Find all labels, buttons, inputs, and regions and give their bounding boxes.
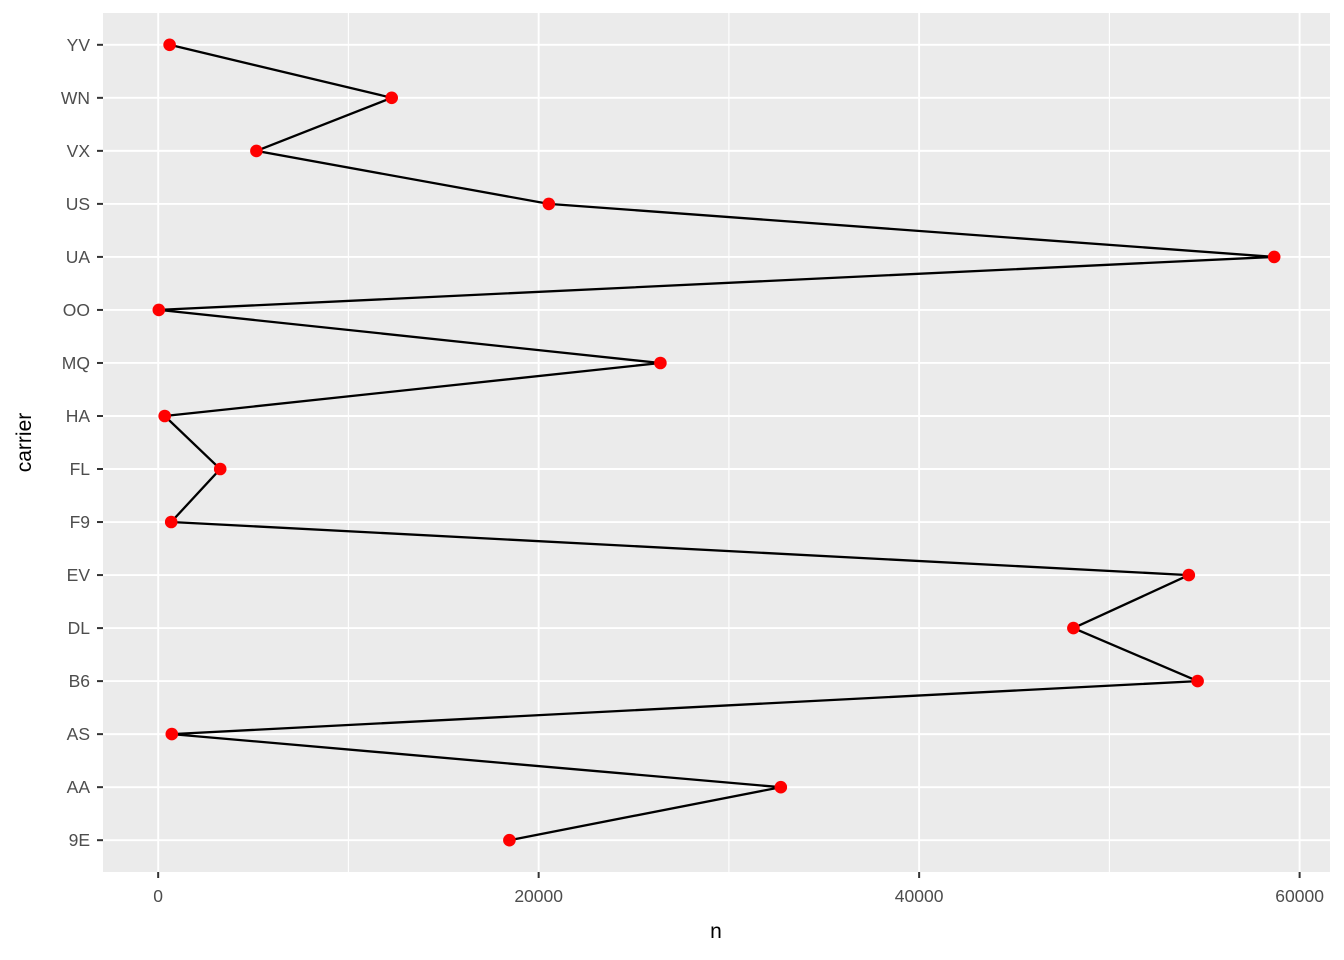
y-tick-label-US: US [66,194,90,214]
y-tick-label-UA: UA [66,247,91,267]
y-tick-label-YV: YV [67,35,91,55]
data-point-9E [503,833,516,847]
data-point-AA [774,780,788,794]
x-tick-label-60000: 60000 [1275,886,1324,906]
gridlines [103,13,1330,872]
x-tick-label-40000: 40000 [895,886,944,906]
y-tick-label-AA: AA [67,777,91,797]
data-point-FL [213,462,227,476]
y-tick-label-OO: OO [63,300,90,320]
data-point-EV [1182,568,1196,582]
axes: 0 20000 40000 60000 9E AA AS B6 DL EV F9 FL HA MQ OO UA… [61,35,1324,906]
data-point-F9 [164,515,178,529]
data-point-DL [1067,621,1080,635]
y-tick-label-AS: AS [67,724,90,744]
data-series [152,38,1281,847]
y-tick-label-B6: B6 [69,671,90,691]
data-point-HA [158,409,171,423]
x-tick-label-0: 0 [153,886,163,906]
data-point-B6 [1191,674,1204,688]
panel-background [103,13,1330,872]
x-tick-label-20000: 20000 [514,886,563,906]
y-tick-label-HA: HA [66,406,91,426]
data-point-AS [165,727,179,741]
x-axis-title: n [710,920,722,943]
data-point-OO [152,303,166,317]
y-tick-label-WN: WN [61,88,90,108]
data-point-UA [1267,250,1281,264]
data-point-VX [250,144,263,158]
y-tick-label-MQ: MQ [62,353,90,373]
y-tick-label-9E: 9E [69,830,90,850]
data-point-YV [163,38,176,52]
data-point-US [542,197,556,211]
y-tick-label-DL: DL [68,618,91,638]
plot-panel [103,13,1330,872]
y-axis-title: carrier [13,413,36,473]
data-point-WN [385,91,399,105]
data-point-MQ [654,356,667,370]
y-tick-label-F9: F9 [70,512,90,532]
series-line [158,43,1275,842]
y-tick-label-FL: FL [70,459,91,479]
y-tick-label-VX: VX [67,141,91,161]
y-tick-label-EV: EV [67,565,91,585]
